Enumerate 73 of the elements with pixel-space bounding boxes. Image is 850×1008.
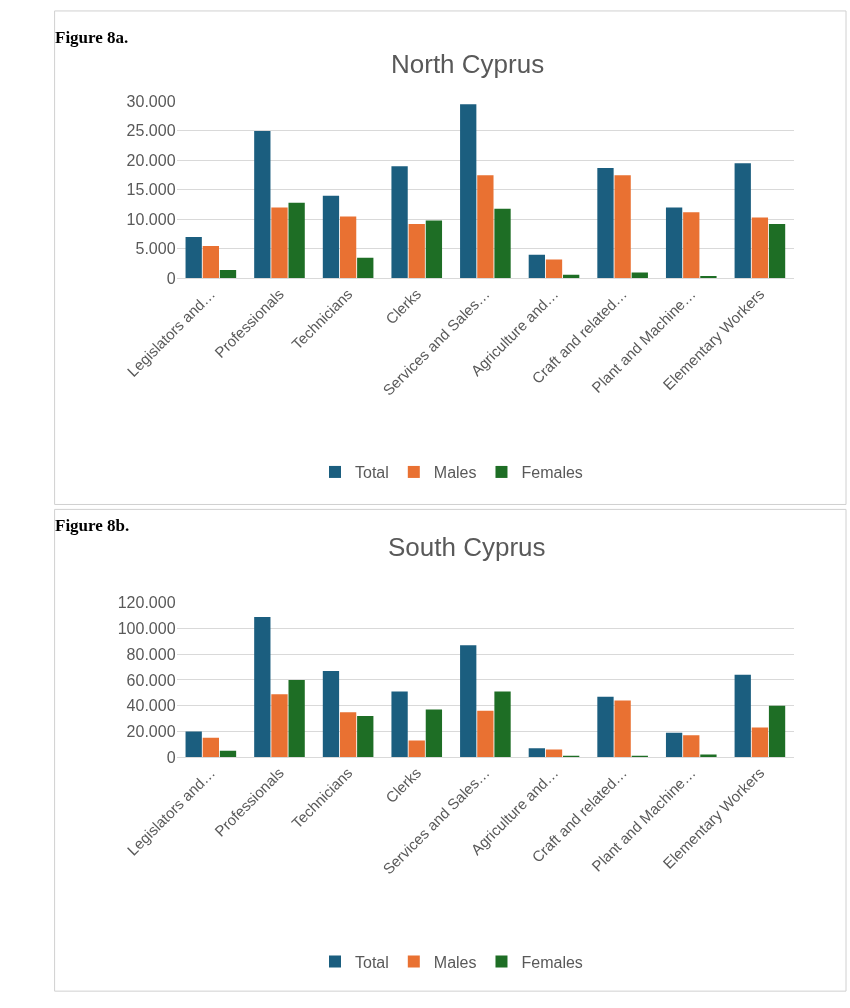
bar [408,224,425,279]
bar [528,254,545,279]
legend-label: Females [521,464,583,482]
bar [768,705,786,758]
bar [339,712,357,758]
bar [219,270,237,279]
bar [288,202,305,279]
bar [322,195,340,279]
y-tick-label: 80.000 [126,645,176,663]
bar [254,616,271,758]
legend-label: Total [355,464,389,482]
bar [477,710,494,758]
bar [477,175,494,279]
bar [597,696,614,758]
bar [683,735,700,758]
bar [751,217,769,279]
bar [683,212,700,279]
bar [614,175,631,279]
y-tick-label: 30.000 [126,93,176,110]
bar [597,168,614,279]
bar [528,748,545,758]
bar [614,700,631,758]
bar [768,224,786,279]
legend-label: Males [433,953,477,971]
bar [185,237,202,279]
legend-label: Males [433,464,477,482]
bar [460,645,477,758]
chart-title: North Cyprus [391,49,545,79]
bar [734,163,751,279]
y-tick-label: 100.000 [117,620,176,638]
bar [271,207,288,279]
caption: Figure 8a. [55,28,129,47]
legend-label: Total [355,953,389,971]
bar [425,220,443,279]
y-tick-label: 20.000 [126,151,176,169]
bar [751,727,769,758]
bar [665,207,683,279]
y-tick-label: 0 [166,748,176,766]
bar [185,731,202,758]
y-tick-label: 25.000 [126,122,176,140]
bar [357,257,374,279]
y-tick-label: 120.000 [117,594,176,612]
bar [219,750,237,758]
caption: Figure 8b. [55,516,130,535]
y-tick-label: 5.000 [135,240,176,258]
legend-label: Females [521,953,583,971]
y-tick-label: 15.000 [126,181,176,199]
bar [202,737,220,758]
y-tick-label: 60.000 [126,671,176,689]
bar [425,709,443,758]
y-tick-label: 20.000 [126,723,176,741]
bar [545,259,563,279]
bar [254,130,271,279]
bar [271,694,288,758]
bar [494,691,511,758]
bar [734,674,751,758]
y-tick-label: 10.000 [126,210,176,228]
bar [408,740,425,758]
bar [494,208,511,279]
bar [288,679,305,758]
y-tick-label: 40.000 [126,697,176,715]
bar [460,104,477,279]
bar [391,691,408,758]
bar [631,272,648,279]
bar [202,245,220,279]
bar [665,732,683,758]
bar [391,166,408,279]
bar [545,749,563,758]
bar [322,670,340,758]
bar [357,715,374,758]
chart-title: South Cyprus [388,532,546,562]
y-tick-label: 0 [166,269,176,287]
bar [339,216,357,279]
